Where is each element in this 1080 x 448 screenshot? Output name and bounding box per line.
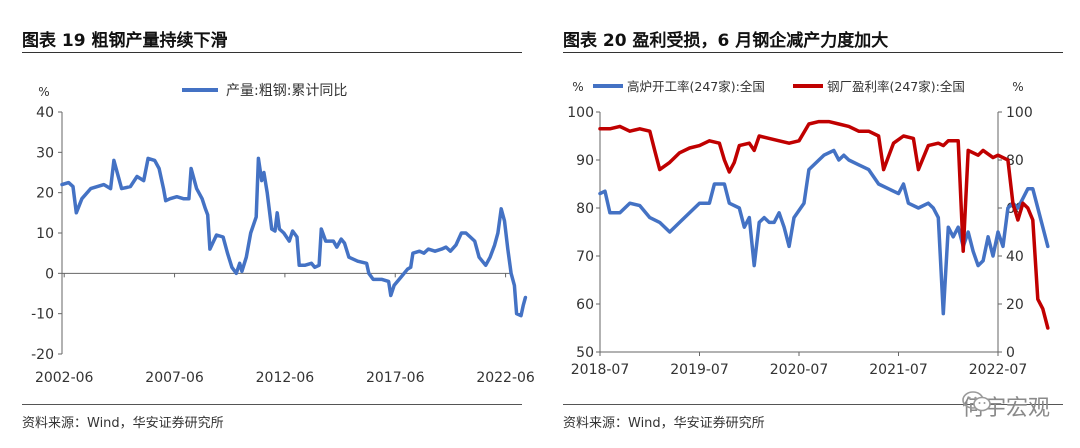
y-tick-label: 80 — [576, 201, 594, 217]
legend-label: 产量:粗钢:累计同比 — [226, 83, 347, 99]
chart-20-title: 图表 20 盈利受损，6 月钢企减产力度加大 — [563, 31, 889, 51]
y2-axis-unit: % — [1012, 80, 1023, 94]
x-tick-label: 2022-07 — [969, 362, 1028, 378]
x-tick-label: 2022-06 — [476, 370, 535, 386]
y-tick-label: 60 — [576, 297, 594, 313]
series-line-crude-steel-yoy — [60, 156, 528, 318]
y-tick-label: -20 — [31, 347, 54, 363]
steel-output-chart: -20 -10 0 10 20 30 40% 2002-06 2007-06 2012-06 201… — [31, 83, 535, 386]
y2-tick-label: 0 — [1006, 345, 1015, 361]
y2-tick-label: 40 — [1006, 249, 1024, 265]
x-tick-label: 2018-07 — [571, 362, 630, 378]
y-tick-label: 20 — [36, 186, 54, 202]
y2-tick-label: 100 — [1006, 105, 1033, 121]
x-tick-label: 2021-07 — [869, 362, 928, 378]
x-tick-label: 2017-06 — [366, 370, 425, 386]
x-tick-label: 2019-07 — [670, 362, 729, 378]
y2-tick-label: 20 — [1006, 297, 1024, 313]
y-tick-label: 90 — [576, 153, 594, 169]
y2-tick-label: 80 — [1006, 153, 1024, 169]
source-rule — [22, 404, 522, 405]
series-line-profit-rate — [598, 119, 1050, 330]
chart-19-title: 图表 19 粗钢产量持续下滑 — [22, 31, 228, 51]
source-rule — [563, 404, 1063, 405]
y-tick-label: -10 — [31, 307, 54, 323]
y-tick-label: 100 — [567, 105, 594, 121]
x-tick-label: 2012-06 — [256, 370, 315, 386]
x-tick-label: 2020-07 — [770, 362, 829, 378]
y-axis-unit: % — [38, 85, 49, 99]
title-rule — [22, 52, 522, 53]
y-tick-label: 40 — [36, 105, 54, 121]
watermark: 何宇宏观 — [962, 390, 1050, 422]
y-tick-label: 30 — [36, 145, 54, 161]
chart-20-source: 资料来源：Wind，华安证券研究所 — [563, 416, 765, 431]
y-tick-label: 50 — [576, 345, 594, 361]
left-panel: 图表 19 粗钢产量持续下滑 -20 -10 0 10 20 30 40% 2002-06 20… — [22, 31, 535, 431]
series-line-blast-furnace-rate — [598, 148, 1050, 316]
y-axis-unit: % — [572, 80, 583, 94]
title-rule — [563, 52, 1063, 53]
y-tick-label: 10 — [36, 226, 54, 242]
legend-label: 钢厂盈利率(247家):全国 — [827, 79, 965, 94]
y-tick-label: 0 — [45, 266, 54, 282]
x-tick-label: 2007-06 — [145, 370, 204, 386]
wechat-icon — [962, 391, 991, 412]
right-panel: 图表 20 盈利受损，6 月钢企减产力度加大 50 60 70 80 90 100 0 20 4… — [555, 0, 1080, 448]
chart-19-source: 资料来源：Wind，华安证券研究所 — [22, 416, 224, 431]
y-tick-label: 70 — [576, 249, 594, 265]
legend-label: 高炉开工率(247家):全国 — [627, 79, 765, 94]
x-tick-label: 2002-06 — [35, 370, 94, 386]
